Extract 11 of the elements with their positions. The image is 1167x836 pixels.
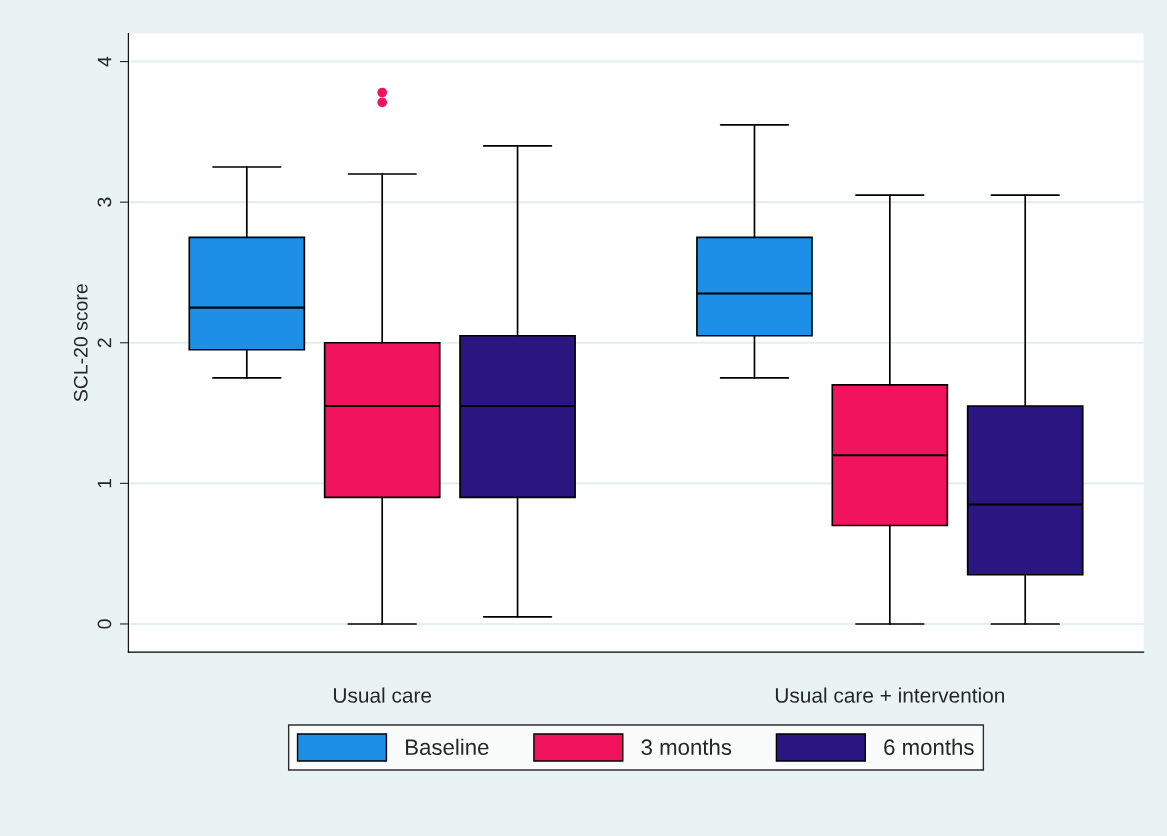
y-tick-label: 3 (97, 197, 112, 207)
y-tick-label: 4 (97, 56, 112, 67)
y-axis-title: SCL-20 score (73, 284, 88, 402)
legend-label: 3 months (641, 738, 732, 756)
x-tick-label: Usual care + intervention (775, 687, 1005, 703)
x-tick-label: Usual care (334, 687, 432, 703)
legend-label: 6 months (884, 738, 974, 756)
legend-label: Baseline (406, 738, 489, 756)
y-tick-label: 2 (97, 338, 112, 348)
y-tick-label: 1 (97, 478, 112, 488)
y-tick-label: 0 (97, 619, 112, 629)
